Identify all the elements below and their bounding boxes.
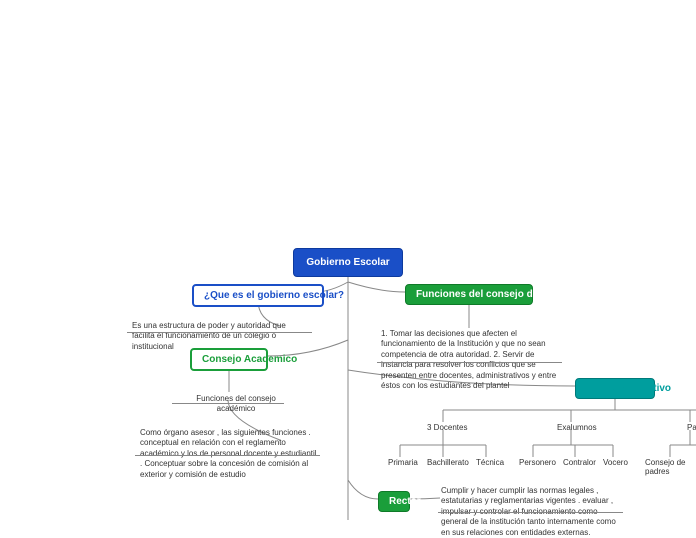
label-tecnica: Técnica: [476, 458, 504, 467]
funciones-academico-label: Funciones del consejo académico: [181, 394, 291, 415]
underline-func-dir: [377, 362, 562, 363]
label-bachillerato: Bachillerato: [427, 458, 469, 467]
label-contralor: Contralor: [563, 458, 596, 467]
rector-label: Rector: [389, 496, 421, 507]
funciones-directivo-label: Funciones del consejo directivo: [416, 289, 568, 300]
label-docentes: 3 Docentes: [427, 423, 467, 432]
node-rector[interactable]: Rector: [378, 491, 410, 512]
root-label: Gobierno Escolar: [306, 257, 389, 268]
consejo-academico-label: Consejo Academico: [202, 354, 297, 365]
label-padres: Padres: [687, 423, 696, 432]
underline-que-es: [127, 332, 312, 333]
label-personero: Personero: [519, 458, 556, 467]
label-exalumnos: Exalumnos: [557, 423, 597, 432]
node-consejo-directivo[interactable]: Consejo Directivo: [575, 378, 655, 399]
label-primaria: Primaria: [388, 458, 418, 467]
node-que-es[interactable]: ¿Que es el gobierno escolar?: [192, 284, 324, 307]
label-consejo-padres: Consejo de padres: [645, 458, 696, 476]
underline-acad-desc: [135, 455, 320, 456]
funciones-directivo-desc: 1. Tomar las decisiones que afecten el f…: [381, 329, 561, 391]
consejo-directivo-label: Consejo Directivo: [586, 383, 671, 394]
node-funciones-directivo[interactable]: Funciones del consejo directivo: [405, 284, 533, 305]
que-es-label: ¿Que es el gobierno escolar?: [204, 290, 344, 301]
node-consejo-academico[interactable]: Consejo Academico: [190, 348, 268, 371]
underline-func-acad: [172, 403, 284, 404]
consejo-academico-desc: Como órgano asesor , las siguientes func…: [140, 428, 320, 480]
underline-rector: [438, 512, 623, 513]
root-node[interactable]: Gobierno Escolar: [293, 248, 403, 277]
label-vocero: Vocero: [603, 458, 628, 467]
